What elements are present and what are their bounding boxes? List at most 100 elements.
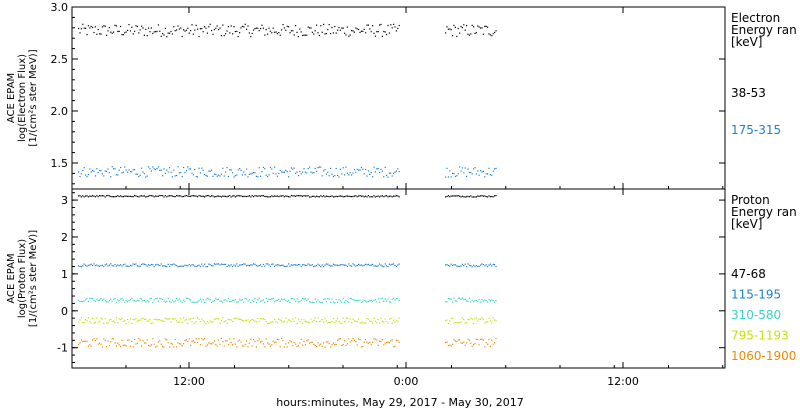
data-point bbox=[318, 301, 320, 303]
y-tick-label: 3.0 bbox=[51, 1, 69, 14]
data-point bbox=[394, 299, 396, 301]
data-point bbox=[380, 23, 382, 26]
data-point bbox=[330, 265, 332, 267]
data-point bbox=[281, 298, 283, 300]
data-point bbox=[283, 171, 285, 173]
data-point bbox=[188, 168, 190, 170]
data-point bbox=[142, 300, 144, 302]
data-point bbox=[258, 297, 260, 299]
data-point bbox=[494, 31, 496, 33]
data-point bbox=[103, 25, 105, 27]
data-point bbox=[223, 263, 225, 265]
data-point bbox=[276, 195, 278, 197]
data-point bbox=[374, 196, 376, 198]
data-point bbox=[96, 33, 98, 35]
data-point bbox=[468, 297, 470, 299]
data-point bbox=[246, 195, 248, 198]
data-point bbox=[310, 196, 312, 198]
data-point bbox=[452, 264, 454, 266]
data-point bbox=[279, 169, 281, 171]
data-point bbox=[485, 264, 487, 266]
data-point bbox=[226, 322, 228, 324]
data-point bbox=[365, 32, 367, 34]
data-point bbox=[377, 31, 379, 33]
data-point bbox=[325, 341, 327, 343]
data-point bbox=[447, 28, 449, 30]
data-point bbox=[474, 167, 476, 169]
data-point bbox=[215, 344, 217, 346]
data-point bbox=[302, 195, 304, 197]
data-point bbox=[106, 322, 108, 324]
data-point bbox=[104, 170, 106, 172]
data-point bbox=[166, 339, 168, 341]
series-795-1193 bbox=[78, 317, 497, 325]
data-point bbox=[393, 263, 395, 265]
data-point bbox=[254, 195, 256, 197]
data-point bbox=[128, 169, 130, 171]
y-tick-label: 0 bbox=[61, 305, 68, 318]
data-point bbox=[342, 297, 344, 299]
data-point bbox=[311, 172, 313, 174]
data-point bbox=[489, 263, 491, 265]
data-point bbox=[160, 298, 162, 300]
data-point bbox=[205, 195, 207, 197]
data-point bbox=[230, 300, 232, 302]
data-point bbox=[198, 35, 200, 38]
data-point bbox=[457, 173, 459, 175]
data-point bbox=[111, 320, 113, 322]
data-point bbox=[367, 170, 369, 172]
data-point bbox=[115, 195, 117, 198]
data-point bbox=[90, 195, 92, 197]
data-point bbox=[171, 343, 173, 345]
data-point bbox=[117, 264, 119, 266]
data-point bbox=[461, 195, 463, 197]
data-point bbox=[237, 301, 239, 303]
data-point bbox=[90, 25, 92, 27]
data-point bbox=[264, 168, 266, 170]
data-point bbox=[296, 171, 298, 173]
data-point bbox=[110, 341, 112, 343]
data-point bbox=[86, 320, 88, 322]
data-point bbox=[460, 321, 462, 323]
data-point bbox=[97, 300, 99, 302]
data-point bbox=[307, 26, 309, 28]
data-point bbox=[391, 263, 393, 265]
data-point bbox=[208, 195, 210, 197]
data-point bbox=[303, 298, 305, 300]
data-point bbox=[215, 173, 217, 175]
data-point bbox=[132, 299, 134, 301]
data-point bbox=[387, 298, 389, 300]
data-point bbox=[209, 343, 211, 345]
data-point bbox=[244, 195, 246, 197]
data-point bbox=[236, 346, 238, 348]
data-point bbox=[374, 171, 376, 173]
data-point bbox=[318, 344, 320, 346]
data-point bbox=[281, 337, 283, 340]
data-point bbox=[227, 26, 229, 28]
data-point bbox=[194, 169, 196, 171]
data-point bbox=[134, 195, 136, 197]
data-point bbox=[192, 33, 194, 35]
data-point bbox=[276, 33, 278, 35]
data-point bbox=[192, 317, 194, 320]
data-point bbox=[344, 340, 346, 342]
data-point bbox=[247, 176, 249, 178]
data-point bbox=[342, 196, 344, 198]
data-point bbox=[477, 300, 479, 302]
data-point bbox=[288, 176, 290, 178]
data-point bbox=[470, 317, 472, 319]
data-point bbox=[330, 33, 332, 35]
data-point bbox=[459, 32, 461, 34]
data-point bbox=[246, 320, 248, 322]
data-point bbox=[111, 338, 113, 340]
data-point bbox=[226, 266, 228, 268]
data-point bbox=[255, 175, 257, 177]
data-point bbox=[244, 263, 246, 265]
data-point bbox=[184, 264, 186, 266]
data-point bbox=[232, 320, 234, 323]
data-point bbox=[159, 297, 161, 300]
data-point bbox=[360, 264, 362, 266]
data-point bbox=[92, 318, 94, 320]
data-point bbox=[376, 31, 378, 33]
data-point bbox=[150, 322, 152, 325]
